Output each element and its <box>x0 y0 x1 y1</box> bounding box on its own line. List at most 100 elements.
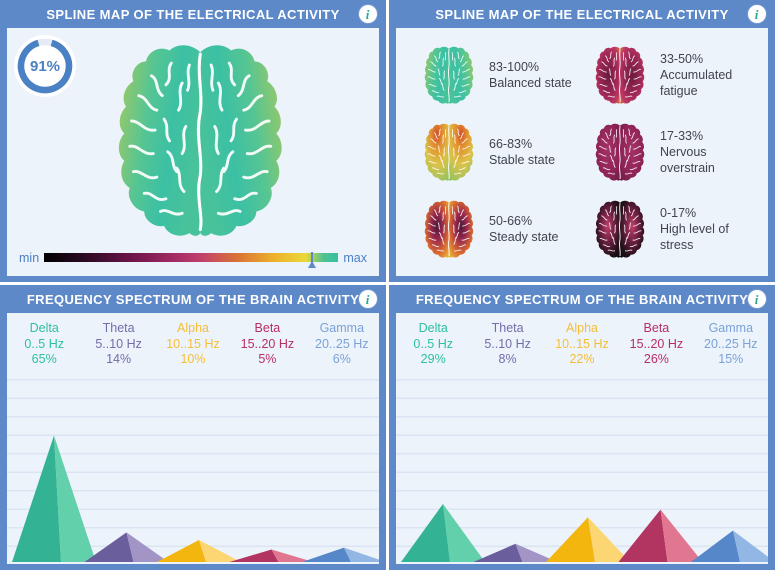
scale-gradient-bar <box>44 252 339 269</box>
panel-header: FREQUENCY SPECTRUM OF THE BRAIN ACTIVITY… <box>0 285 386 313</box>
band-percent: 65% <box>31 352 57 366</box>
panel-header: SPLINE MAP OF THE ELECTRICAL ACTIVITY i <box>389 0 775 28</box>
spectrum-peak-alpha <box>199 540 241 562</box>
band-label-beta: Beta 15..20 Hz 5% <box>230 321 304 379</box>
band-percent: 8% <box>498 352 517 366</box>
band-label-delta: Delta 0..5 Hz 65% <box>7 321 81 379</box>
brain-state-icon <box>422 44 476 106</box>
scale-max-label: max <box>343 250 367 265</box>
legend-label: Balanced state <box>489 75 572 90</box>
spectrum-peak-delta <box>401 503 450 562</box>
band-range: 20..25 Hz <box>315 336 369 351</box>
band-percent: 29% <box>420 352 446 366</box>
band-percent: 15% <box>718 352 744 366</box>
band-label-beta: Beta 15..20 Hz 26% <box>619 321 693 379</box>
panel-title: SPLINE MAP OF THE ELECTRICAL ACTIVITY <box>435 6 729 22</box>
spectrum-peak-beta <box>229 549 279 562</box>
band-name: Beta <box>643 321 670 335</box>
spectrum-peak-alpha <box>546 517 595 562</box>
brain-state-icon <box>422 198 476 260</box>
legend-label: Steady state <box>489 230 559 245</box>
spectrum-peak-delta <box>54 435 96 562</box>
panel-header: FREQUENCY SPECTRUM OF THE BRAIN ACTIVITY… <box>389 285 775 313</box>
band-name: Delta <box>29 321 59 335</box>
band-name: Theta <box>102 321 135 335</box>
band-percent: 22% <box>569 352 595 366</box>
band-percent: 10% <box>180 352 206 366</box>
legend-label: Accumulated fatigue <box>660 67 733 98</box>
band-label-alpha: Alpha 10..15 Hz 10% <box>156 321 230 379</box>
spectrum-peak-theta <box>473 543 523 562</box>
spectrum-peak-theta <box>84 532 134 562</box>
panel-title: SPLINE MAP OF THE ELECTRICAL ACTIVITY <box>46 6 340 22</box>
info-icon[interactable]: i <box>748 5 766 23</box>
panel-frequency-spectrum-live: FREQUENCY SPECTRUM OF THE BRAIN ACTIVITY… <box>0 285 386 570</box>
band-name: Gamma <box>319 321 365 335</box>
spectrum-peak-delta <box>12 435 61 562</box>
legend-item-overstrain: 17-33% Nervous overstrain <box>593 113 764 190</box>
legend-item-stable: 66-83% Stable state <box>422 113 593 190</box>
spectrum-peak-beta <box>660 509 703 562</box>
band-label-theta: Theta 5..10 Hz 8% <box>470 321 544 379</box>
spectrum-chart <box>7 379 379 564</box>
legend-content: 83-100% Balanced state 66-83% Stable sta… <box>396 28 768 276</box>
band-range: 5..10 Hz <box>484 336 531 351</box>
spectrum-chart <box>396 379 768 564</box>
brain-state-icon <box>593 121 647 183</box>
panel-frequency-spectrum-right: FREQUENCY SPECTRUM OF THE BRAIN ACTIVITY… <box>389 285 775 570</box>
spectrum-chart-svg <box>12 435 379 562</box>
brain-state-icon <box>593 198 647 260</box>
info-icon[interactable]: i <box>359 290 377 308</box>
panel-title: FREQUENCY SPECTRUM OF THE BRAIN ACTIVITY <box>415 291 749 307</box>
band-label-delta: Delta 0..5 Hz 29% <box>396 321 470 379</box>
spectrum-peak-gamma <box>344 547 379 562</box>
activity-scale: min max <box>19 250 367 269</box>
band-range: 15..20 Hz <box>240 336 295 351</box>
spectrum-peak-theta <box>515 543 558 562</box>
legend-range: 0-17% <box>660 206 697 221</box>
scale-marker-icon <box>307 252 316 269</box>
band-name: Delta <box>418 321 448 335</box>
band-label-alpha: Alpha 10..15 Hz 22% <box>545 321 619 379</box>
band-range: 10..15 Hz <box>166 336 220 351</box>
legend-range: 50-66% <box>489 214 533 229</box>
panel-spline-map-live: SPLINE MAP OF THE ELECTRICAL ACTIVITY i … <box>0 0 386 282</box>
spectrum-chart-svg <box>401 503 768 562</box>
info-icon[interactable]: i <box>748 290 766 308</box>
brain-state-icon <box>593 44 647 106</box>
band-range: 10..15 Hz <box>555 336 609 351</box>
info-icon[interactable]: i <box>359 5 377 23</box>
panel-title: FREQUENCY SPECTRUM OF THE BRAIN ACTIVITY <box>26 291 360 307</box>
spectrum-peak-gamma <box>691 530 740 562</box>
band-labels-row: Delta 0..5 Hz 29% Theta 5..10 Hz 8% Alph… <box>396 313 768 379</box>
band-label-gamma: Gamma 20..25 Hz 6% <box>305 321 379 379</box>
band-label-theta: Theta 5..10 Hz 14% <box>81 321 155 379</box>
legend-label: Stable state <box>489 152 556 167</box>
band-percent: 5% <box>258 352 277 366</box>
band-range: 20..25 Hz <box>704 336 758 351</box>
spectrum-peak-alpha <box>157 540 206 562</box>
legend-item-stress: 0-17% High level of stress <box>593 191 764 268</box>
band-name: Alpha <box>177 321 209 335</box>
band-name: Theta <box>491 321 524 335</box>
panel-spline-map-legend: SPLINE MAP OF THE ELECTRICAL ACTIVITY i … <box>389 0 775 282</box>
band-range: 15..20 Hz <box>629 336 684 351</box>
spline-map-content: 91% min max <box>7 28 379 276</box>
band-label-gamma: Gamma 20..25 Hz 15% <box>694 321 768 379</box>
brain-map-image <box>109 36 291 244</box>
spectrum-peak-beta <box>271 549 314 562</box>
band-range: 0..5 Hz <box>413 336 453 351</box>
state-legend: 83-100% Balanced state 66-83% Stable sta… <box>396 28 768 276</box>
legend-range: 17-33% <box>660 128 704 143</box>
legend-item-fatigue: 33-50% Accumulated fatigue <box>593 36 764 113</box>
activity-gauge: 91% <box>14 35 76 97</box>
band-percent: 26% <box>643 352 669 366</box>
band-percent: 14% <box>106 352 132 366</box>
legend-range: 33-50% <box>660 51 704 66</box>
scale-min-label: min <box>19 250 40 265</box>
spectrum-peak-theta <box>126 532 169 562</box>
spectrum-peak-beta <box>618 509 668 562</box>
band-name: Gamma <box>708 321 754 335</box>
band-range: 0..5 Hz <box>24 336 64 351</box>
